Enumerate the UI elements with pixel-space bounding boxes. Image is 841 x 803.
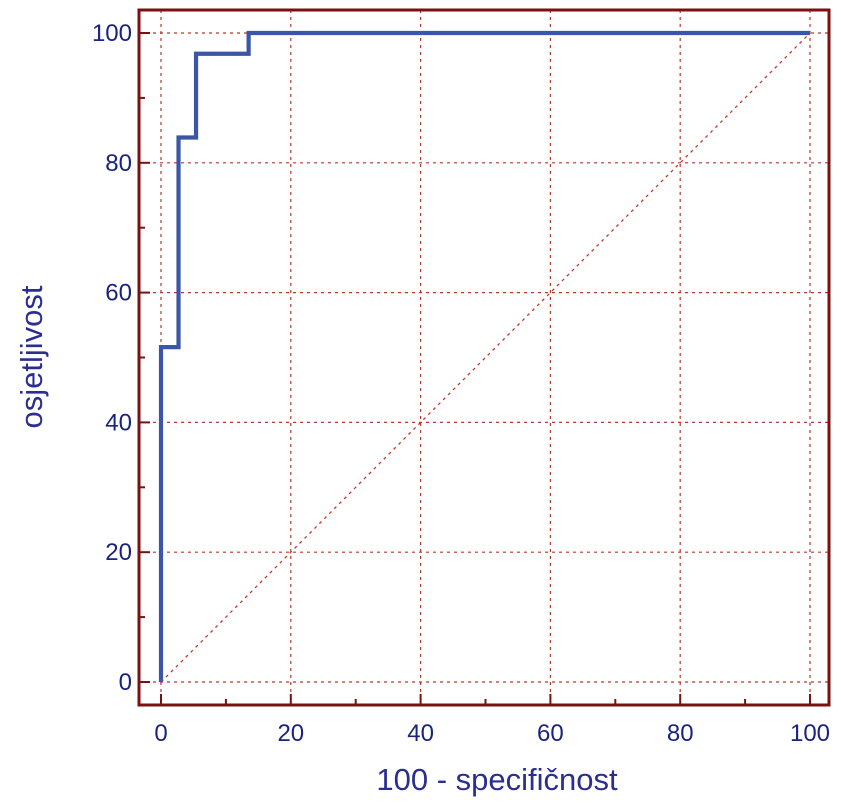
y-tick-label-1: 20 [105,539,132,566]
x-tick-label-0: 0 [154,720,167,747]
diagonal-layer [160,32,811,683]
y-axis-title: osjetljivost [14,285,49,428]
y-tick-label-2: 40 [105,409,132,436]
y-tick-label-0: 0 [119,669,132,696]
roc-curve [158,30,810,682]
curve-layer [158,30,810,682]
x-tick-label-3: 60 [537,720,564,747]
x-tick-label-2: 40 [407,720,434,747]
reference-diagonal [160,32,811,683]
frame-layer [137,8,831,707]
x-tick-label-4: 80 [667,720,694,747]
plot-frame [137,8,831,707]
x-tick-label-1: 20 [277,720,304,747]
y-tick-label-3: 60 [105,280,132,307]
x-tick-label-5: 100 [790,720,830,747]
x-axis-ticks: 0 20 40 60 80 100 [154,694,830,747]
grid-layer [139,10,829,705]
y-tick-label-4: 80 [105,150,132,177]
x-axis-title: 100 - specifičnost [376,762,618,797]
y-tick-label-5: 100 [92,20,132,47]
y-axis-ticks: 0 20 40 60 80 100 [92,20,150,696]
